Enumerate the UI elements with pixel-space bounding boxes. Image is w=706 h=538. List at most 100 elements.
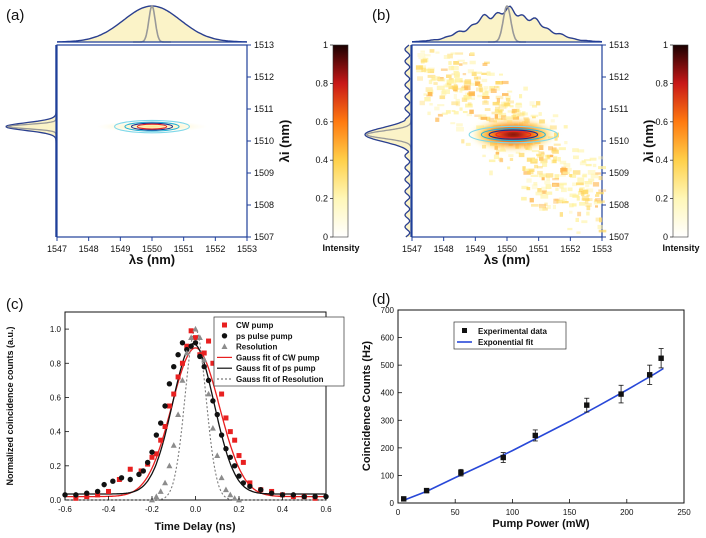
noise-pixel xyxy=(489,86,495,91)
noise-pixel xyxy=(459,107,463,111)
noise-pixel xyxy=(546,176,550,181)
data-point xyxy=(290,492,297,498)
noise-pixel xyxy=(469,82,477,86)
data-point xyxy=(227,491,234,498)
noise-pixel xyxy=(542,207,548,211)
noise-pixel xyxy=(475,81,481,86)
noise-pixel xyxy=(540,194,549,199)
noise-pixel xyxy=(567,187,573,192)
noise-pixel xyxy=(459,90,463,93)
panel-a-left-marginal xyxy=(5,45,57,237)
data-point xyxy=(206,338,212,344)
noise-pixel xyxy=(417,76,423,81)
y-tick-label: 1510 xyxy=(254,136,274,146)
data-point xyxy=(149,449,155,455)
noise-pixel xyxy=(445,110,451,114)
contour-level xyxy=(130,122,174,131)
noise-pixel xyxy=(478,83,483,88)
noise-pixel xyxy=(451,73,455,76)
colorbar-tick-label: 0.2 xyxy=(655,194,668,204)
noise-pixel xyxy=(532,104,538,108)
data-point xyxy=(166,381,173,387)
noise-pixel xyxy=(437,113,443,117)
noise-pixel xyxy=(495,106,500,112)
noise-pixel xyxy=(494,117,503,121)
data-point xyxy=(219,391,225,397)
data-point xyxy=(171,391,177,397)
data-point xyxy=(210,360,216,366)
noise-pixel xyxy=(567,227,573,231)
noise-pixel xyxy=(519,94,523,99)
y-tick-label: 1512 xyxy=(254,72,274,82)
colorbar-tick-label: 0.2 xyxy=(315,194,328,204)
data-point xyxy=(116,476,122,482)
x-tick-label: 1550 xyxy=(497,244,517,254)
panel-b-heatmap xyxy=(415,49,607,234)
noise-pixel xyxy=(524,168,529,171)
data-point xyxy=(214,411,220,418)
y-tick-label: 1511 xyxy=(609,104,628,114)
noise-pixel xyxy=(450,122,456,125)
x-tick-label: 1547 xyxy=(47,244,67,254)
data-point xyxy=(192,325,199,332)
noise-pixel xyxy=(577,211,582,217)
hot-spot xyxy=(96,121,208,133)
noise-pixel xyxy=(554,136,558,141)
noise-pixel xyxy=(427,89,434,95)
noise-pixel xyxy=(502,93,509,96)
data-point xyxy=(184,346,190,353)
x-tick-label: -0.6 xyxy=(58,505,72,514)
data-point xyxy=(188,334,195,341)
resolution-line xyxy=(366,118,412,151)
noise-pixel xyxy=(515,151,521,154)
noise-pixel xyxy=(511,111,516,114)
noise-pixel xyxy=(429,49,435,53)
noise-pixel xyxy=(435,117,440,122)
noise-pixel xyxy=(577,177,585,183)
x-tick-label: 1551 xyxy=(174,244,194,254)
noise-pixel xyxy=(484,61,490,64)
noise-pixel xyxy=(416,70,424,73)
noise-pixel xyxy=(539,173,546,176)
noise-pixel xyxy=(541,176,545,181)
y-tick-label: 1510 xyxy=(609,136,629,146)
noise-pixel xyxy=(489,170,493,176)
noise-pixel xyxy=(491,111,498,115)
noise-pixel xyxy=(498,104,507,109)
noise-pixel xyxy=(545,173,554,178)
hot-spot xyxy=(470,118,557,151)
noise-pixel xyxy=(584,181,593,185)
noise-pixel xyxy=(495,95,504,100)
noise-pixel xyxy=(539,203,547,209)
noise-pixel xyxy=(508,154,514,157)
noise-pixel xyxy=(463,95,471,99)
data-point xyxy=(175,411,182,417)
colorbar-tick-label: 0.4 xyxy=(655,155,668,165)
noise-pixel xyxy=(568,174,573,177)
noise-pixel xyxy=(427,74,436,78)
fit-line xyxy=(403,367,664,501)
noise-pixel xyxy=(498,110,503,115)
data-point xyxy=(279,492,286,498)
noise-pixel xyxy=(599,217,603,223)
noise-pixel xyxy=(534,164,539,169)
data-point xyxy=(401,496,407,502)
data-point xyxy=(312,493,318,500)
noise-pixel xyxy=(587,170,596,175)
contour-level xyxy=(495,130,532,139)
noise-pixel xyxy=(582,189,589,195)
y-tick-label: 100 xyxy=(381,471,395,480)
noise-pixel xyxy=(584,159,591,162)
noise-pixel xyxy=(554,198,560,201)
colorbar-tick-label: 0 xyxy=(323,232,328,242)
legend-swatch xyxy=(221,343,228,349)
noise-pixel xyxy=(523,117,529,120)
data-point xyxy=(162,403,168,409)
noise-pixel xyxy=(427,68,435,74)
data-point xyxy=(118,475,125,481)
noise-pixel xyxy=(590,173,599,179)
noise-pixel xyxy=(558,197,564,201)
noise-pixel xyxy=(573,155,579,160)
data-point xyxy=(73,495,79,501)
